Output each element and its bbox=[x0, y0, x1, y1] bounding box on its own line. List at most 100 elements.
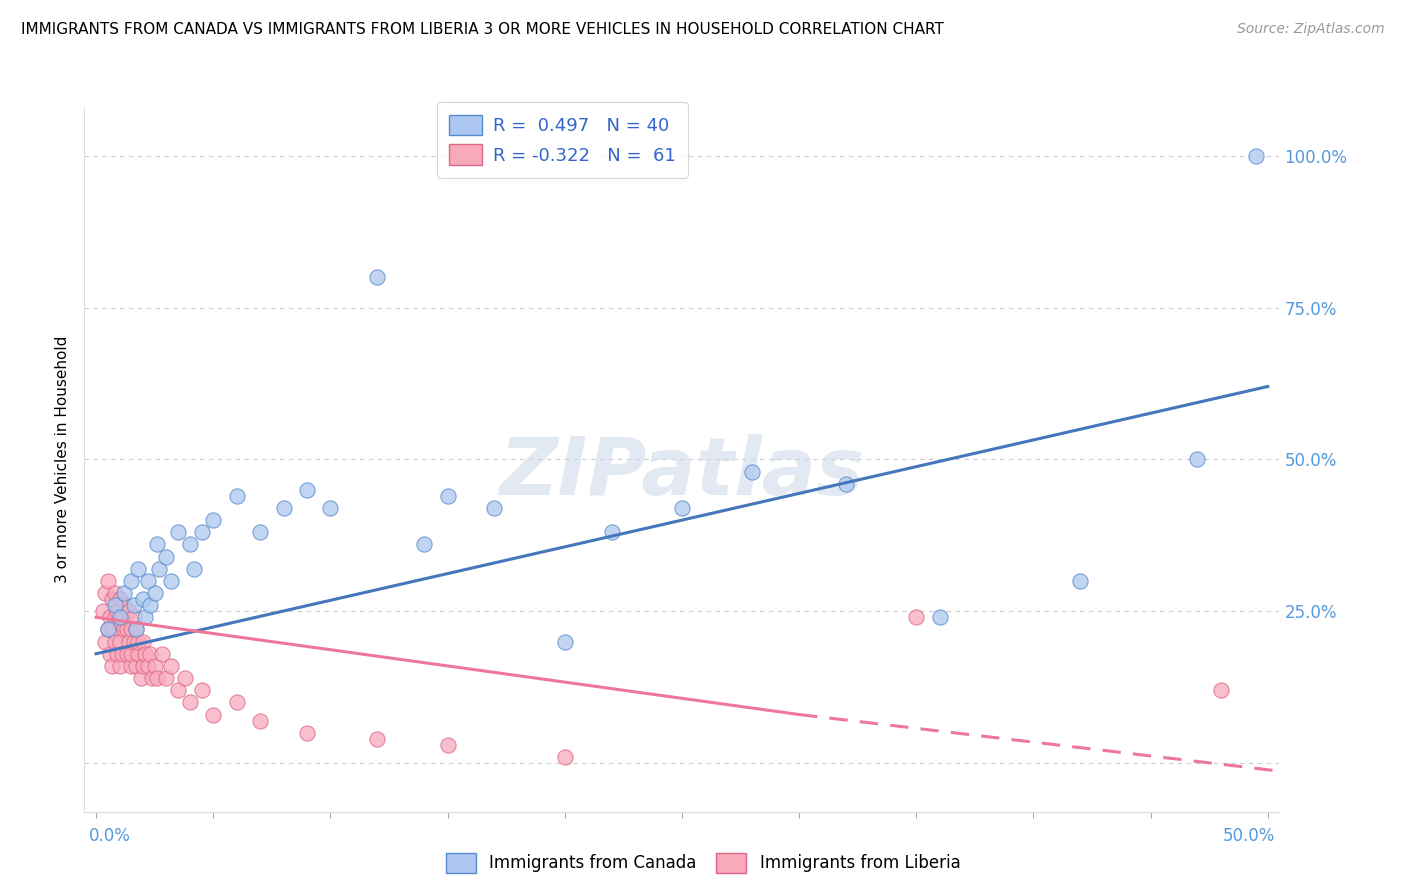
Point bbox=[108, 610, 131, 624]
Point bbox=[146, 537, 169, 551]
Point bbox=[94, 586, 117, 600]
Point bbox=[91, 604, 114, 618]
Point bbox=[132, 592, 155, 607]
Point bbox=[125, 659, 148, 673]
Point bbox=[120, 623, 142, 637]
Point bbox=[112, 598, 135, 612]
Text: 0.0%: 0.0% bbox=[89, 827, 131, 845]
Point bbox=[366, 731, 388, 746]
Point bbox=[101, 623, 124, 637]
Point bbox=[319, 500, 342, 515]
Point bbox=[202, 513, 225, 527]
Point bbox=[436, 738, 458, 752]
Point bbox=[129, 671, 152, 685]
Legend: R =  0.497   N = 40, R = -0.322   N =  61: R = 0.497 N = 40, R = -0.322 N = 61 bbox=[437, 102, 688, 178]
Point bbox=[112, 623, 135, 637]
Point bbox=[741, 465, 763, 479]
Point bbox=[179, 695, 201, 709]
Point bbox=[167, 525, 190, 540]
Point bbox=[141, 671, 163, 685]
Point bbox=[835, 476, 858, 491]
Point bbox=[160, 574, 183, 588]
Point bbox=[1209, 683, 1232, 698]
Point bbox=[190, 683, 212, 698]
Point bbox=[104, 598, 127, 612]
Point bbox=[115, 647, 138, 661]
Point bbox=[111, 610, 134, 624]
Point bbox=[104, 586, 127, 600]
Point bbox=[112, 586, 135, 600]
Point bbox=[118, 604, 141, 618]
Point bbox=[108, 634, 131, 648]
Point bbox=[146, 671, 169, 685]
Point bbox=[97, 574, 120, 588]
Point bbox=[413, 537, 436, 551]
Point bbox=[108, 592, 131, 607]
Point bbox=[155, 549, 177, 564]
Point bbox=[160, 659, 183, 673]
Point bbox=[134, 610, 156, 624]
Point bbox=[143, 586, 166, 600]
Point bbox=[273, 500, 295, 515]
Point bbox=[136, 659, 159, 673]
Point bbox=[671, 500, 693, 515]
Point bbox=[928, 610, 950, 624]
Point bbox=[127, 562, 149, 576]
Point bbox=[202, 707, 225, 722]
Point bbox=[905, 610, 928, 624]
Point bbox=[436, 489, 458, 503]
Point bbox=[139, 647, 162, 661]
Point bbox=[122, 598, 145, 612]
Point bbox=[167, 683, 190, 698]
Point bbox=[120, 647, 142, 661]
Point bbox=[554, 750, 576, 764]
Point bbox=[104, 634, 127, 648]
Point bbox=[143, 659, 166, 673]
Point bbox=[97, 623, 120, 637]
Point bbox=[132, 659, 155, 673]
Text: IMMIGRANTS FROM CANADA VS IMMIGRANTS FROM LIBERIA 3 OR MORE VEHICLES IN HOUSEHOL: IMMIGRANTS FROM CANADA VS IMMIGRANTS FRO… bbox=[21, 22, 943, 37]
Point bbox=[120, 574, 142, 588]
Point bbox=[1069, 574, 1091, 588]
Point bbox=[1244, 148, 1267, 162]
Point bbox=[127, 634, 149, 648]
Point bbox=[179, 537, 201, 551]
Point bbox=[190, 525, 212, 540]
Point bbox=[120, 659, 142, 673]
Point bbox=[125, 623, 148, 637]
Point bbox=[155, 671, 177, 685]
Point bbox=[225, 695, 247, 709]
Point bbox=[122, 610, 145, 624]
Point bbox=[108, 616, 131, 631]
Point bbox=[122, 634, 145, 648]
Point bbox=[105, 647, 128, 661]
Point bbox=[108, 659, 131, 673]
Point bbox=[94, 634, 117, 648]
Legend: Immigrants from Canada, Immigrants from Liberia: Immigrants from Canada, Immigrants from … bbox=[439, 847, 967, 880]
Point bbox=[249, 714, 271, 728]
Point bbox=[1187, 452, 1209, 467]
Point bbox=[136, 574, 159, 588]
Point bbox=[484, 500, 506, 515]
Point bbox=[97, 623, 120, 637]
Y-axis label: 3 or more Vehicles in Household: 3 or more Vehicles in Household bbox=[55, 335, 70, 583]
Point bbox=[134, 647, 156, 661]
Point bbox=[249, 525, 271, 540]
Point bbox=[125, 623, 148, 637]
Point bbox=[150, 647, 173, 661]
Point bbox=[183, 562, 205, 576]
Point bbox=[104, 610, 127, 624]
Point bbox=[554, 634, 576, 648]
Point bbox=[105, 604, 128, 618]
Text: 50.0%: 50.0% bbox=[1222, 827, 1275, 845]
Text: Source: ZipAtlas.com: Source: ZipAtlas.com bbox=[1237, 22, 1385, 37]
Point bbox=[148, 562, 170, 576]
Point bbox=[98, 610, 121, 624]
Point bbox=[132, 634, 155, 648]
Text: ZIPatlas: ZIPatlas bbox=[499, 434, 865, 513]
Point bbox=[174, 671, 197, 685]
Point bbox=[295, 483, 318, 497]
Point bbox=[295, 725, 318, 739]
Point bbox=[118, 634, 141, 648]
Point bbox=[101, 592, 124, 607]
